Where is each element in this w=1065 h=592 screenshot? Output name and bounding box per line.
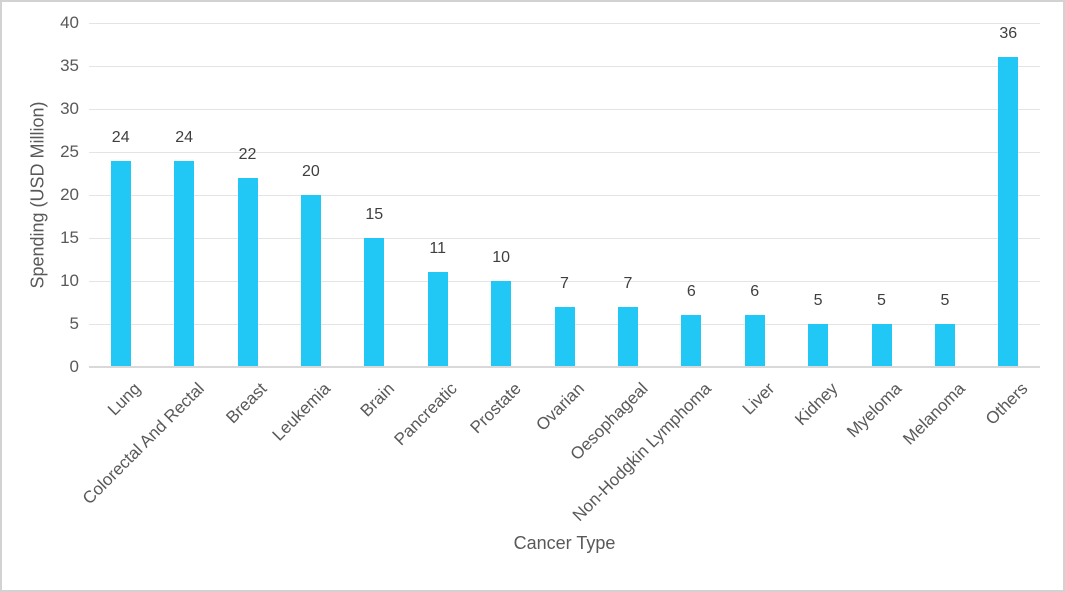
y-tick-label: 10: [60, 271, 79, 290]
bar: [427, 272, 448, 367]
bar-value-label: 22: [238, 145, 257, 163]
category-label: Breast: [222, 379, 271, 428]
category-label: Ovarian: [532, 379, 588, 435]
bar-value-label: 11: [429, 240, 446, 258]
category-label: Colorectal And Rectal: [78, 379, 208, 509]
bar-value-label: 6: [686, 283, 696, 301]
category-label: Pancreatic: [390, 379, 462, 450]
bar-value-label: 5: [940, 292, 950, 309]
x-axis-line: [89, 366, 1040, 368]
bar: [934, 324, 955, 367]
category-label: Lung: [103, 379, 145, 420]
y-tick-label: 35: [60, 56, 79, 75]
gridline: [89, 108, 1040, 110]
y-axis-tick-labels: 0 5 10 15 20 25 30 35 40: [2, 13, 79, 376]
category-label: Liver: [738, 379, 779, 419]
gridline: [89, 194, 1040, 196]
y-tick-label: 30: [60, 99, 79, 118]
bar-value-label: 15: [365, 206, 384, 223]
category-label: Prostate: [466, 379, 525, 438]
bar-value-label: 20: [301, 163, 320, 180]
bar: [554, 306, 575, 367]
x-axis-title: Cancer Type: [513, 533, 616, 553]
bar-value-label: 36: [999, 25, 1018, 43]
y-tick-label: 25: [60, 142, 79, 161]
bar: [300, 195, 321, 367]
category-label: Others: [982, 379, 1032, 429]
bar: [110, 160, 131, 367]
bar-value-label: 5: [877, 292, 886, 309]
bar-value-label: 24: [175, 128, 193, 146]
bar-value-label: 5: [813, 292, 823, 309]
bar-value-label: 10: [492, 249, 510, 266]
gridline: [89, 237, 1040, 239]
gridline: [89, 65, 1040, 67]
y-tick-label: 0: [69, 357, 79, 376]
bar: [871, 324, 892, 367]
bar-value-label: 7: [623, 274, 633, 292]
bar: [617, 306, 638, 367]
plot-area: 24 24 22 20 15 11 10 7 7 6 6 5 5 5 36: [89, 22, 1040, 368]
bar: [744, 315, 765, 367]
y-tick-label: 20: [60, 185, 79, 204]
bar: [808, 324, 829, 367]
gridline: [89, 22, 1040, 24]
category-label: Myeloma: [842, 379, 905, 442]
gridline: [89, 151, 1040, 153]
category-label: Kidney: [791, 379, 842, 430]
bar: [237, 177, 258, 367]
y-tick-label: 5: [69, 314, 79, 333]
bar: [364, 238, 385, 367]
bar-value-label: 6: [750, 283, 760, 301]
bar: [681, 315, 702, 367]
x-axis-category-labels: Lung Colorectal And Rectal Breast Leukemia B…: [79, 367, 1040, 532]
y-tick-label: 15: [60, 228, 79, 247]
bar: [998, 57, 1019, 367]
bar: [491, 281, 512, 367]
category-label: Melanoma: [898, 379, 969, 449]
bar-value-label: 24: [111, 128, 130, 146]
y-tick-label: 40: [60, 13, 79, 32]
bar: [174, 160, 195, 367]
category-label: Brain: [356, 379, 398, 421]
bar-value-label: 7: [560, 274, 569, 292]
category-label: Leukemia: [268, 379, 335, 445]
gridline: [89, 280, 1040, 282]
